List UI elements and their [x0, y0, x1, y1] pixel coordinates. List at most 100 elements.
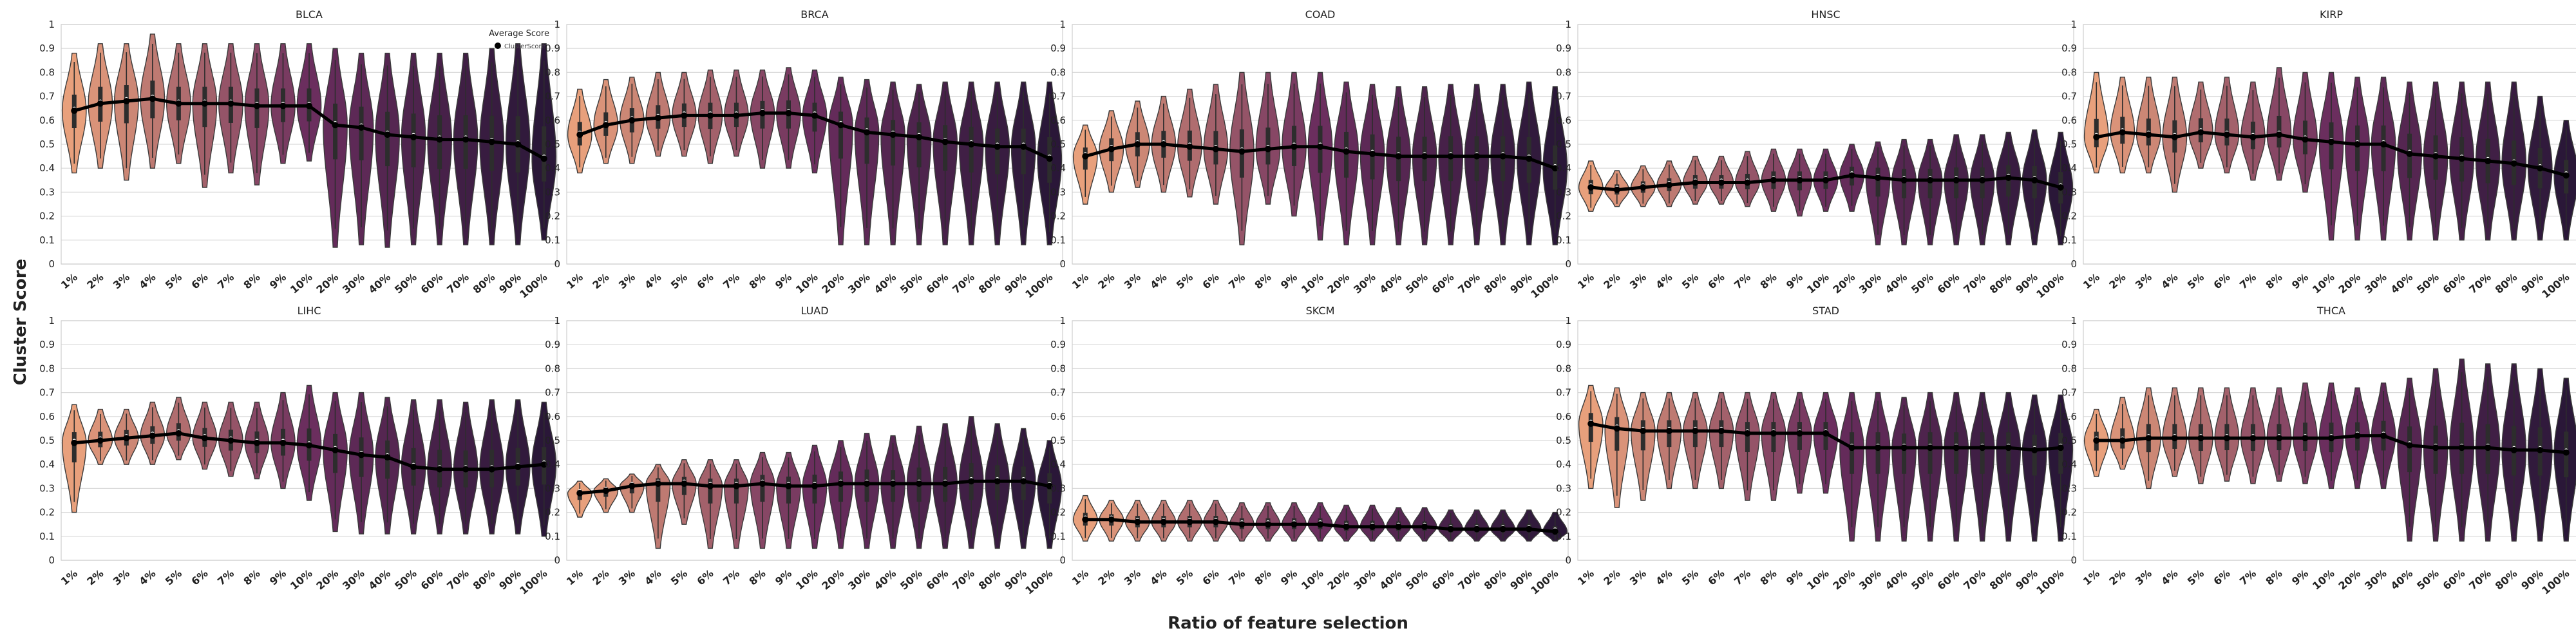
x-tick-label: 8%: [1252, 271, 1273, 292]
mean-point: [2406, 442, 2413, 449]
x-tick-label: 8%: [746, 567, 768, 588]
x-tick-label: 100%: [1528, 271, 1560, 301]
iqr-box: [333, 103, 338, 160]
y-tick-label: 0.7: [2061, 91, 2077, 102]
x-tick-label: 50%: [392, 271, 419, 296]
mean-point: [2197, 435, 2204, 442]
y-tick-label: 0.7: [2061, 387, 2077, 399]
y-tick-label: 0.6: [545, 115, 560, 126]
mean-point: [1160, 518, 1167, 526]
y-tick-label: 0.2: [545, 211, 560, 222]
mean-point: [916, 480, 923, 487]
x-tick-label: 20%: [1325, 567, 1352, 592]
mean-point: [1160, 141, 1167, 147]
mean-point: [2057, 444, 2064, 451]
x-tick-label: 2%: [590, 567, 611, 588]
iqr-box: [2006, 432, 2011, 474]
x-tick-label: 3%: [1122, 271, 1143, 292]
x-tick-label: 4%: [2159, 271, 2180, 292]
legend-marker: [495, 43, 501, 49]
mean-point: [2562, 449, 2570, 456]
x-tick-label: 80%: [2493, 567, 2520, 592]
mean-point: [253, 102, 260, 109]
x-tick-label: 60%: [924, 271, 951, 296]
y-tick-label: 0.3: [1050, 482, 1066, 494]
x-tick-label: 8%: [2263, 271, 2284, 292]
mean-point: [1979, 444, 1986, 451]
x-tick-label: 9%: [1784, 567, 1805, 588]
x-tick-label: 60%: [924, 567, 951, 592]
mean-point: [2537, 165, 2544, 172]
x-tick-label: 9%: [267, 567, 289, 588]
x-tick-label: 80%: [1987, 271, 2014, 296]
y-tick-label: 1: [1059, 315, 1066, 327]
mean-point: [2145, 435, 2152, 442]
mean-point: [2093, 133, 2100, 140]
y-tick-label: 0.8: [545, 363, 560, 374]
x-tick-label: 3%: [2133, 567, 2154, 588]
x-tick-label: 1%: [2081, 271, 2102, 292]
mean-point: [942, 480, 949, 487]
x-tick-label: 100%: [2539, 567, 2571, 597]
mean-point: [227, 100, 234, 107]
mean-point: [681, 480, 688, 487]
x-tick-label: 6%: [1705, 271, 1727, 292]
x-tick-label: 30%: [1857, 271, 1884, 296]
mean-point: [436, 136, 443, 143]
x-tick-label: 3%: [616, 271, 638, 292]
y-tick-label: 0.1: [1556, 531, 1571, 542]
mean-point: [2510, 160, 2517, 167]
x-tick-label: 2%: [1601, 271, 1622, 292]
x-tick-label: 1%: [59, 567, 80, 588]
panel-title: COAD: [1305, 8, 1336, 21]
mean-point: [994, 143, 1001, 150]
mean-point: [2119, 129, 2126, 136]
y-tick-label: 0.8: [2061, 363, 2077, 374]
mean-point: [1238, 148, 1245, 155]
mean-point: [2510, 446, 2517, 453]
y-tick-label: 0.3: [1050, 186, 1066, 198]
x-tick-label: 10%: [288, 567, 315, 592]
mean-point: [2197, 129, 2204, 136]
x-tick-label: 5%: [1174, 271, 1195, 292]
y-tick-label: 0: [554, 554, 560, 566]
iqr-box: [1615, 417, 1620, 451]
iqr-box: [864, 117, 869, 164]
x-tick-label: 5%: [1680, 271, 1701, 292]
mean-point: [602, 488, 609, 495]
mean-point: [602, 122, 609, 129]
x-tick-label: 5%: [163, 567, 184, 588]
panel-title: LUAD: [800, 305, 828, 317]
y-tick-label: 0.4: [1556, 459, 1571, 470]
mean-point: [175, 430, 182, 437]
x-tick-label: 8%: [746, 271, 768, 292]
mean-point: [1369, 523, 1376, 530]
iqr-box: [1640, 420, 1645, 451]
mean-point: [759, 109, 766, 117]
x-tick-label: 30%: [846, 271, 873, 296]
y-tick-label: 0.3: [545, 186, 560, 198]
mean-point: [1718, 179, 1725, 186]
iqr-box: [1344, 131, 1349, 178]
mean-point: [2380, 141, 2387, 147]
x-tick-label: 80%: [471, 271, 498, 296]
mean-point: [1526, 155, 1533, 162]
mean-point: [1046, 482, 1053, 489]
iqr-box: [1902, 169, 1907, 198]
mean-point: [968, 141, 975, 147]
x-tick-label: 100%: [2539, 271, 2571, 301]
mean-point: [2458, 444, 2465, 451]
y-tick-label: 0.1: [545, 531, 560, 542]
mean-point: [1473, 153, 1481, 160]
mean-point: [1291, 143, 1298, 150]
x-tick-label: 3%: [111, 567, 132, 588]
x-tick-label: 40%: [1378, 567, 1405, 592]
mean-point: [2406, 150, 2413, 157]
mean-point: [201, 435, 208, 442]
y-tick-label: 0.9: [2061, 339, 2077, 350]
mean-point: [1212, 518, 1219, 526]
